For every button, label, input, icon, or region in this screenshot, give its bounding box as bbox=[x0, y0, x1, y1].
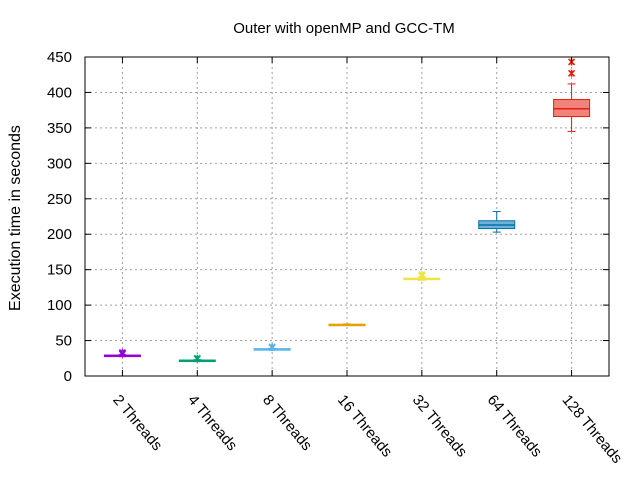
y-tick-label: 100 bbox=[47, 297, 72, 314]
y-tick-labels: 0 50 100 150 200 250 300 350 400 450 bbox=[47, 49, 609, 385]
outlier-point bbox=[118, 349, 126, 357]
y-tick-label: 0 bbox=[64, 368, 72, 385]
x-tick-label: 8 Threads bbox=[259, 392, 315, 454]
x-tick-labels: 2 Threads 4 Threads 8 Threads 16 Threads 32 … bbox=[109, 57, 625, 467]
box-128-threads bbox=[553, 58, 591, 132]
y-tick-label: 300 bbox=[47, 155, 72, 172]
box-series bbox=[103, 58, 591, 363]
x-tick-label: 4 Threads bbox=[184, 392, 240, 454]
outlier-point bbox=[193, 354, 201, 362]
x-tick-label: 2 Threads bbox=[109, 392, 165, 454]
box-32-threads bbox=[403, 271, 441, 281]
y-tick-label: 200 bbox=[47, 226, 72, 243]
box-8-threads bbox=[253, 343, 291, 352]
box-16-threads bbox=[328, 323, 366, 327]
grid-lines bbox=[85, 57, 609, 376]
y-tick-label: 450 bbox=[47, 49, 72, 66]
y-tick-label: 50 bbox=[55, 333, 72, 350]
box-4-threads bbox=[178, 354, 216, 363]
box-2-threads bbox=[103, 349, 141, 358]
x-tick-label: 32 Threads bbox=[409, 392, 471, 461]
box-64-threads bbox=[478, 211, 516, 233]
y-tick-label: 400 bbox=[47, 84, 72, 101]
y-tick-label: 150 bbox=[47, 262, 72, 279]
x-tick-label: 16 Threads bbox=[334, 392, 396, 461]
outlier-point bbox=[418, 271, 426, 279]
y-axis-label: Execution time in seconds bbox=[7, 125, 24, 311]
x-tick-label: 64 Threads bbox=[484, 392, 546, 461]
y-tick-label: 250 bbox=[47, 191, 72, 208]
x-tick-label: 128 Threads bbox=[559, 392, 626, 467]
outlier-point bbox=[268, 343, 276, 351]
outlier-point bbox=[568, 69, 576, 77]
chart-title: Outer with openMP and GCC-TM bbox=[233, 20, 454, 37]
y-tick-label: 350 bbox=[47, 120, 72, 137]
